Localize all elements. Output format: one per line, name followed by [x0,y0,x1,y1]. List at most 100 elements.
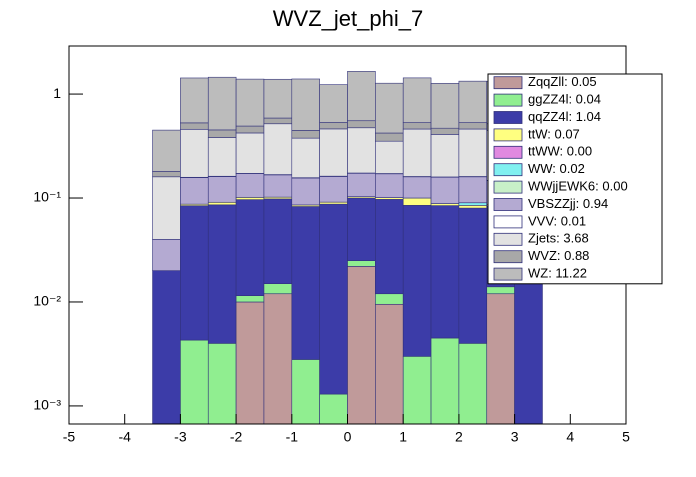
histogram-segment [264,79,292,118]
histogram-segment [375,141,403,173]
histogram-segment [375,174,403,198]
legend-label: Zjets: 3.68 [528,231,589,246]
histogram-segment [208,205,236,344]
histogram-segment [153,130,181,171]
x-tick-label: -3 [174,429,187,445]
histogram-segment [236,302,264,424]
legend-label: ZqqZll: 0.05 [528,74,597,89]
histogram-segment [153,271,181,424]
x-tick-label: 5 [622,429,630,445]
x-tick-label: -4 [118,429,131,445]
histogram-segment [348,266,376,424]
histogram-segment [208,138,236,177]
histogram-segment [208,202,236,205]
histogram-segment [348,261,376,267]
legend-label: WWjjEWK6: 0.00 [528,179,628,194]
y-tick-label: 10⁻² [33,293,61,309]
histogram-segment [264,294,292,424]
legend-swatch [494,77,522,89]
chart-title: WVZ_jet_phi_7 [273,6,423,31]
y-tick-label: 10⁻¹ [33,189,61,205]
histogram-segment [264,175,292,197]
legend-label: VBSZZjj: 0.94 [528,196,608,211]
histogram-segment [459,123,487,129]
histogram-segment [487,287,515,294]
histogram-segment [375,304,403,424]
histogram-segment [487,294,515,424]
x-tick-label: -1 [286,429,299,445]
legend-swatch [494,112,522,124]
histogram-segment [320,204,348,394]
histogram-segment [348,128,376,173]
histogram-segment [264,118,292,124]
histogram-segment [208,130,236,138]
legend-swatch [494,216,522,228]
legend-swatch [494,181,522,193]
histogram-segment [459,129,487,176]
histogram-segment [431,206,459,338]
histogram-segment [403,78,431,123]
histogram-segment [236,296,264,302]
legend-swatch [494,129,522,141]
legend-label: WW: 0.02 [528,161,585,176]
histogram-segment [320,129,348,176]
histogram-segment [153,239,181,270]
histogram-segment [348,198,376,261]
x-tick-label: 3 [511,429,519,445]
histogram-segment [264,124,292,175]
histogram-segment [208,177,236,203]
legend-label: WVZ: 0.88 [528,248,589,263]
histogram-segment [292,138,320,178]
histogram-segment [403,123,431,129]
x-tick-label: 1 [399,429,407,445]
histogram-segment [459,205,487,208]
histogram-segment [403,356,431,424]
histogram-segment [320,85,348,123]
histogram-segment [403,177,431,198]
legend-swatch [494,146,522,158]
histogram-segment [459,177,487,203]
histogram-segment [264,199,292,284]
histogram-segment [403,198,431,205]
histogram-segment [459,81,487,122]
histogram-segment [180,340,208,424]
histogram-segment [403,129,431,176]
histogram-segment [236,197,264,199]
histogram-segment [403,205,431,356]
histogram-segment [348,71,376,120]
histogram-segment [236,133,264,173]
histogram-segment [431,204,459,206]
histogram-segment [236,200,264,296]
histogram-segment [180,78,208,123]
histogram-segment [459,208,487,343]
histogram-segment [375,199,403,293]
histogram-segment [320,123,348,129]
histogram-segment [515,271,543,424]
histogram-segment [208,77,236,130]
histogram-segment [180,123,208,129]
histogram-segment [375,83,403,133]
histogram-segment [431,128,459,134]
histogram-segment [348,121,376,128]
legend-swatch [494,251,522,263]
histogram-segment [180,129,208,177]
histogram-segment [431,338,459,424]
histogram-segment [431,83,459,128]
histogram-segment [431,177,459,203]
legend-swatch [494,233,522,245]
histogram-segment [292,79,320,130]
legend-label: WZ: 11.22 [528,266,587,281]
legend-swatch [494,199,522,211]
histogram-segment [320,202,348,204]
histogram-segment [236,126,264,133]
histogram-segment [236,174,264,198]
histogram-segment [292,178,320,205]
y-tick-label: 10⁻³ [33,397,61,413]
histogram-segment [348,173,376,196]
histogram-segment [459,343,487,424]
legend-label: ttWW: 0.00 [528,144,592,159]
legend-swatch [494,94,522,106]
histogram-segment [153,171,181,176]
histogram-segment [292,359,320,424]
